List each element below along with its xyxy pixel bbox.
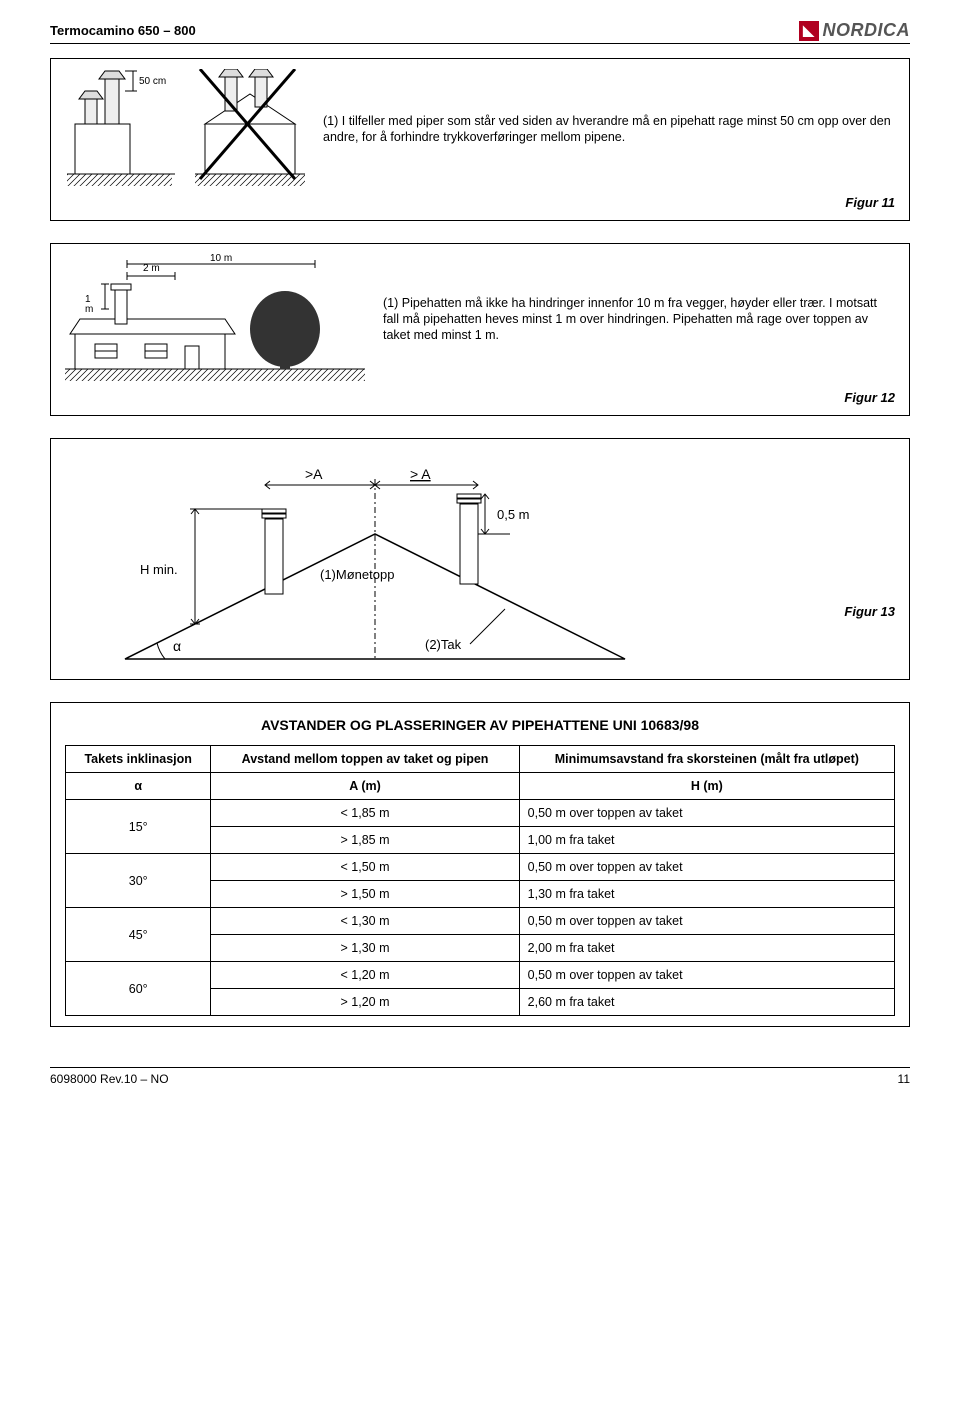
cell-a: < 1,20 m	[211, 962, 519, 989]
svg-text:(2)Tak: (2)Tak	[425, 637, 462, 652]
doc-title: Termocamino 650 – 800	[50, 23, 196, 38]
brand-logo: ◣ NORDICA	[799, 20, 911, 41]
panel-figure-13: >A > A 0,5 m H min. (1)Mønetopp	[50, 438, 910, 680]
svg-text:α: α	[173, 638, 181, 654]
cell-a: < 1,85 m	[211, 800, 519, 827]
page-footer: 6098000 Rev.10 – NO 11	[50, 1067, 910, 1086]
table-title: AVSTANDER OG PLASSERINGER AV PIPEHATTENE…	[65, 717, 895, 733]
cell-h: 0,50 m over toppen av taket	[519, 800, 894, 827]
table-row: 45° < 1,30 m 0,50 m over toppen av taket	[66, 908, 895, 935]
footer-left: 6098000 Rev.10 – NO	[50, 1072, 169, 1086]
table-row: 15° < 1,85 m 0,50 m over toppen av taket	[66, 800, 895, 827]
cell-incl: 60°	[66, 962, 211, 1016]
logo-mark-icon: ◣	[799, 21, 819, 41]
cell-h: 0,50 m over toppen av taket	[519, 854, 894, 881]
figure-12-diagram: 1 m 2 m 10 m	[65, 254, 365, 384]
cell-h: 0,50 m over toppen av taket	[519, 962, 894, 989]
measure-50cm: 50 cm	[139, 76, 166, 87]
cell-a: < 1,30 m	[211, 908, 519, 935]
svg-text:> A: > A	[410, 466, 431, 482]
th-min: Minimumsavstand fra skorsteinen (målt fr…	[519, 746, 894, 773]
svg-text:(1)Mønetopp: (1)Mønetopp	[320, 567, 394, 582]
cell-a: > 1,30 m	[211, 935, 519, 962]
cell-a: > 1,85 m	[211, 827, 519, 854]
panel-table: AVSTANDER OG PLASSERINGER AV PIPEHATTENE…	[50, 702, 910, 1027]
cell-h: 2,00 m fra taket	[519, 935, 894, 962]
cell-incl: 30°	[66, 854, 211, 908]
figure-11-text: (1) I tilfeller med piper som står ved s…	[323, 113, 895, 146]
figure-13-diagram: >A > A 0,5 m H min. (1)Mønetopp	[65, 449, 815, 669]
table-row: 30° < 1,50 m 0,50 m over toppen av taket	[66, 854, 895, 881]
clearance-table: Takets inklinasjon Avstand mellom toppen…	[65, 745, 895, 1016]
th-alpha: α	[66, 773, 211, 800]
figure-12-text: (1) Pipehatten må ikke ha hindringer inn…	[383, 295, 895, 344]
logo-text: NORDICA	[823, 20, 911, 41]
page-header: Termocamino 650 – 800 ◣ NORDICA	[50, 20, 910, 44]
th-distance: Avstand mellom toppen av taket og pipen	[211, 746, 519, 773]
cell-h: 1,00 m fra taket	[519, 827, 894, 854]
svg-text:m: m	[85, 304, 93, 315]
svg-text:10 m: 10 m	[210, 254, 232, 264]
svg-text:>A: >A	[305, 466, 323, 482]
cell-h: 0,50 m over toppen av taket	[519, 908, 894, 935]
panel-figure-11: 50 cm (1) I tilfeller med piper som står…	[50, 58, 910, 221]
th-A: A (m)	[211, 773, 519, 800]
cell-incl: 15°	[66, 800, 211, 854]
figure-13-label: Figur 13	[815, 604, 895, 669]
cell-a: < 1,50 m	[211, 854, 519, 881]
svg-text:0,5 m: 0,5 m	[497, 507, 530, 522]
cell-h: 1,30 m fra taket	[519, 881, 894, 908]
panel-figure-12: 1 m 2 m 10 m (1) Pipehatten må ikke ha h…	[50, 243, 910, 416]
figure-12-label: Figur 12	[65, 390, 895, 405]
table-row: 60° < 1,20 m 0,50 m over toppen av taket	[66, 962, 895, 989]
figure-11-diagram: 50 cm	[65, 69, 305, 189]
svg-text:2 m: 2 m	[143, 263, 160, 274]
figure-11-label: Figur 11	[65, 195, 895, 210]
svg-text:H min.: H min.	[140, 562, 178, 577]
footer-page: 11	[898, 1072, 910, 1086]
cell-a: > 1,20 m	[211, 989, 519, 1016]
th-inclination: Takets inklinasjon	[66, 746, 211, 773]
cell-incl: 45°	[66, 908, 211, 962]
cell-a: > 1,50 m	[211, 881, 519, 908]
cell-h: 2,60 m fra taket	[519, 989, 894, 1016]
th-H: H (m)	[519, 773, 894, 800]
